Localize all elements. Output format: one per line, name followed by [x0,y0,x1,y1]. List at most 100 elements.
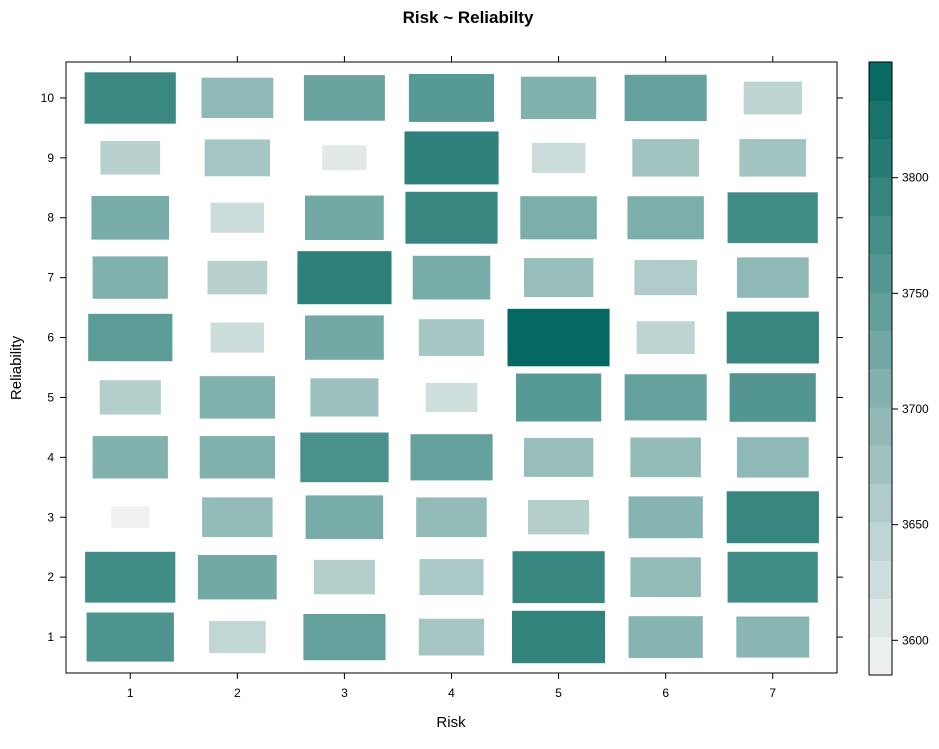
y-tick-label: 6 [47,331,54,345]
heatmap-cell [726,311,819,364]
heatmap-cell [736,257,809,298]
x-tick-label: 1 [127,686,134,700]
heatmap-cell [528,500,590,535]
colorbar-segment [869,176,892,216]
colorbar: 3600 3650 3700 3750 3800 [868,61,929,676]
heatmap-cell [92,436,168,479]
x-tick-label: 6 [662,686,669,700]
chart-title: Risk ~ Reliabilty [403,8,534,27]
colorbar-tick-label: 3700 [902,402,929,416]
colorbar-segment [869,368,892,408]
colorbar-segment [869,215,892,255]
heatmap-cell [425,382,478,413]
heatmap-cell [91,195,169,240]
heatmap-cell [628,496,703,539]
colorbar-frame [868,61,893,676]
heatmap-cell [313,559,375,595]
heatmap-cell [210,322,265,353]
y-axis-label: Reliability [8,335,25,400]
colorbar-segment [869,291,892,331]
heatmap-cell [111,506,150,528]
heatmap-cell [743,81,802,115]
heatmap-cell [739,139,807,177]
heatmap-cell [305,315,384,360]
colorbar-segment [869,521,892,561]
heatmap-cell [404,131,499,185]
heatmap-cell [303,614,386,661]
heatmap-cell [92,256,168,299]
heatmap-cell [630,557,701,597]
heatmap-cell [85,551,176,603]
heatmap-cell [405,191,498,244]
heatmap-cell [726,491,819,544]
heatmap-cell [418,618,485,656]
colorbar-segment [869,636,892,676]
heatmap-cell [84,72,176,124]
heatmap-cell [512,551,605,604]
heatmap-cell [419,559,484,596]
heatmap-cell [516,373,602,422]
heatmap-cell [520,196,597,240]
heatmap-cell [305,195,384,240]
heatmap-cell [100,141,161,175]
heatmap-cell [322,145,367,171]
colorbar-tick-label: 3750 [902,286,929,300]
y-tick-label: 8 [47,211,54,225]
y-tick-label: 10 [41,91,55,105]
heatmap-cell [412,255,491,300]
heatmap-cell [507,308,610,367]
colorbar-segment [869,598,892,638]
heatmap-cell [727,192,818,244]
heatmap-cell [524,437,594,477]
colorbar-tick-label: 3650 [902,518,929,532]
heatmap-cell [88,313,173,362]
colorbar-tick-label: 3600 [902,633,929,647]
heatmap-cell [531,142,586,173]
y-tick-label: 5 [47,390,54,404]
y-tick-label: 1 [47,630,54,644]
heatmap-cell [632,139,699,177]
colorbar-segment [869,406,892,446]
heatmap-cell [199,376,275,419]
heatmap-cell [729,373,816,422]
x-tick-label: 7 [769,686,776,700]
heatmap-cell [727,551,818,603]
heatmap-cell [408,73,495,122]
heatmap-cell [305,495,384,540]
heatmap-cell [512,610,606,664]
heatmap-cell [300,432,389,483]
heatmap-cell [624,374,707,421]
colorbar-segment [869,62,892,101]
heatmap-cell [736,616,810,658]
colorbar-segment [869,560,892,599]
colorbar-segment [869,100,892,140]
heatmap-cell [99,380,161,415]
heatmap-cell [630,437,701,478]
colorbar-segment [869,138,892,178]
heatmap-cell [418,319,485,356]
colorbar-segment [869,330,892,370]
x-axis-label: Risk [436,714,466,731]
heatmap-cell [524,258,594,298]
x-tick-label: 4 [448,686,455,700]
heatmap-cell [202,497,273,538]
heatmap-cell [627,196,704,240]
heatmap-cell [416,497,487,538]
y-tick-label: 4 [47,450,54,464]
heatmap-cell [303,75,385,121]
y-tick-label: 9 [47,151,54,165]
colorbar-segment [869,483,892,523]
x-tick-label: 2 [234,686,241,700]
colorbar-tick-label: 3800 [902,171,929,185]
heatmap-cell [636,321,695,354]
heatmap-cell [736,437,809,478]
heatmap-cell [628,616,703,658]
heatmap-cell [410,434,493,481]
colorbar-segment [869,445,892,484]
heatmap-cells [84,72,819,664]
colorbar-segment [869,253,892,293]
heatmap-cell [310,378,379,417]
axes: 1 2 3 4 5 6 7 1 2 3 4 5 6 7 8 9 10 [41,56,843,700]
